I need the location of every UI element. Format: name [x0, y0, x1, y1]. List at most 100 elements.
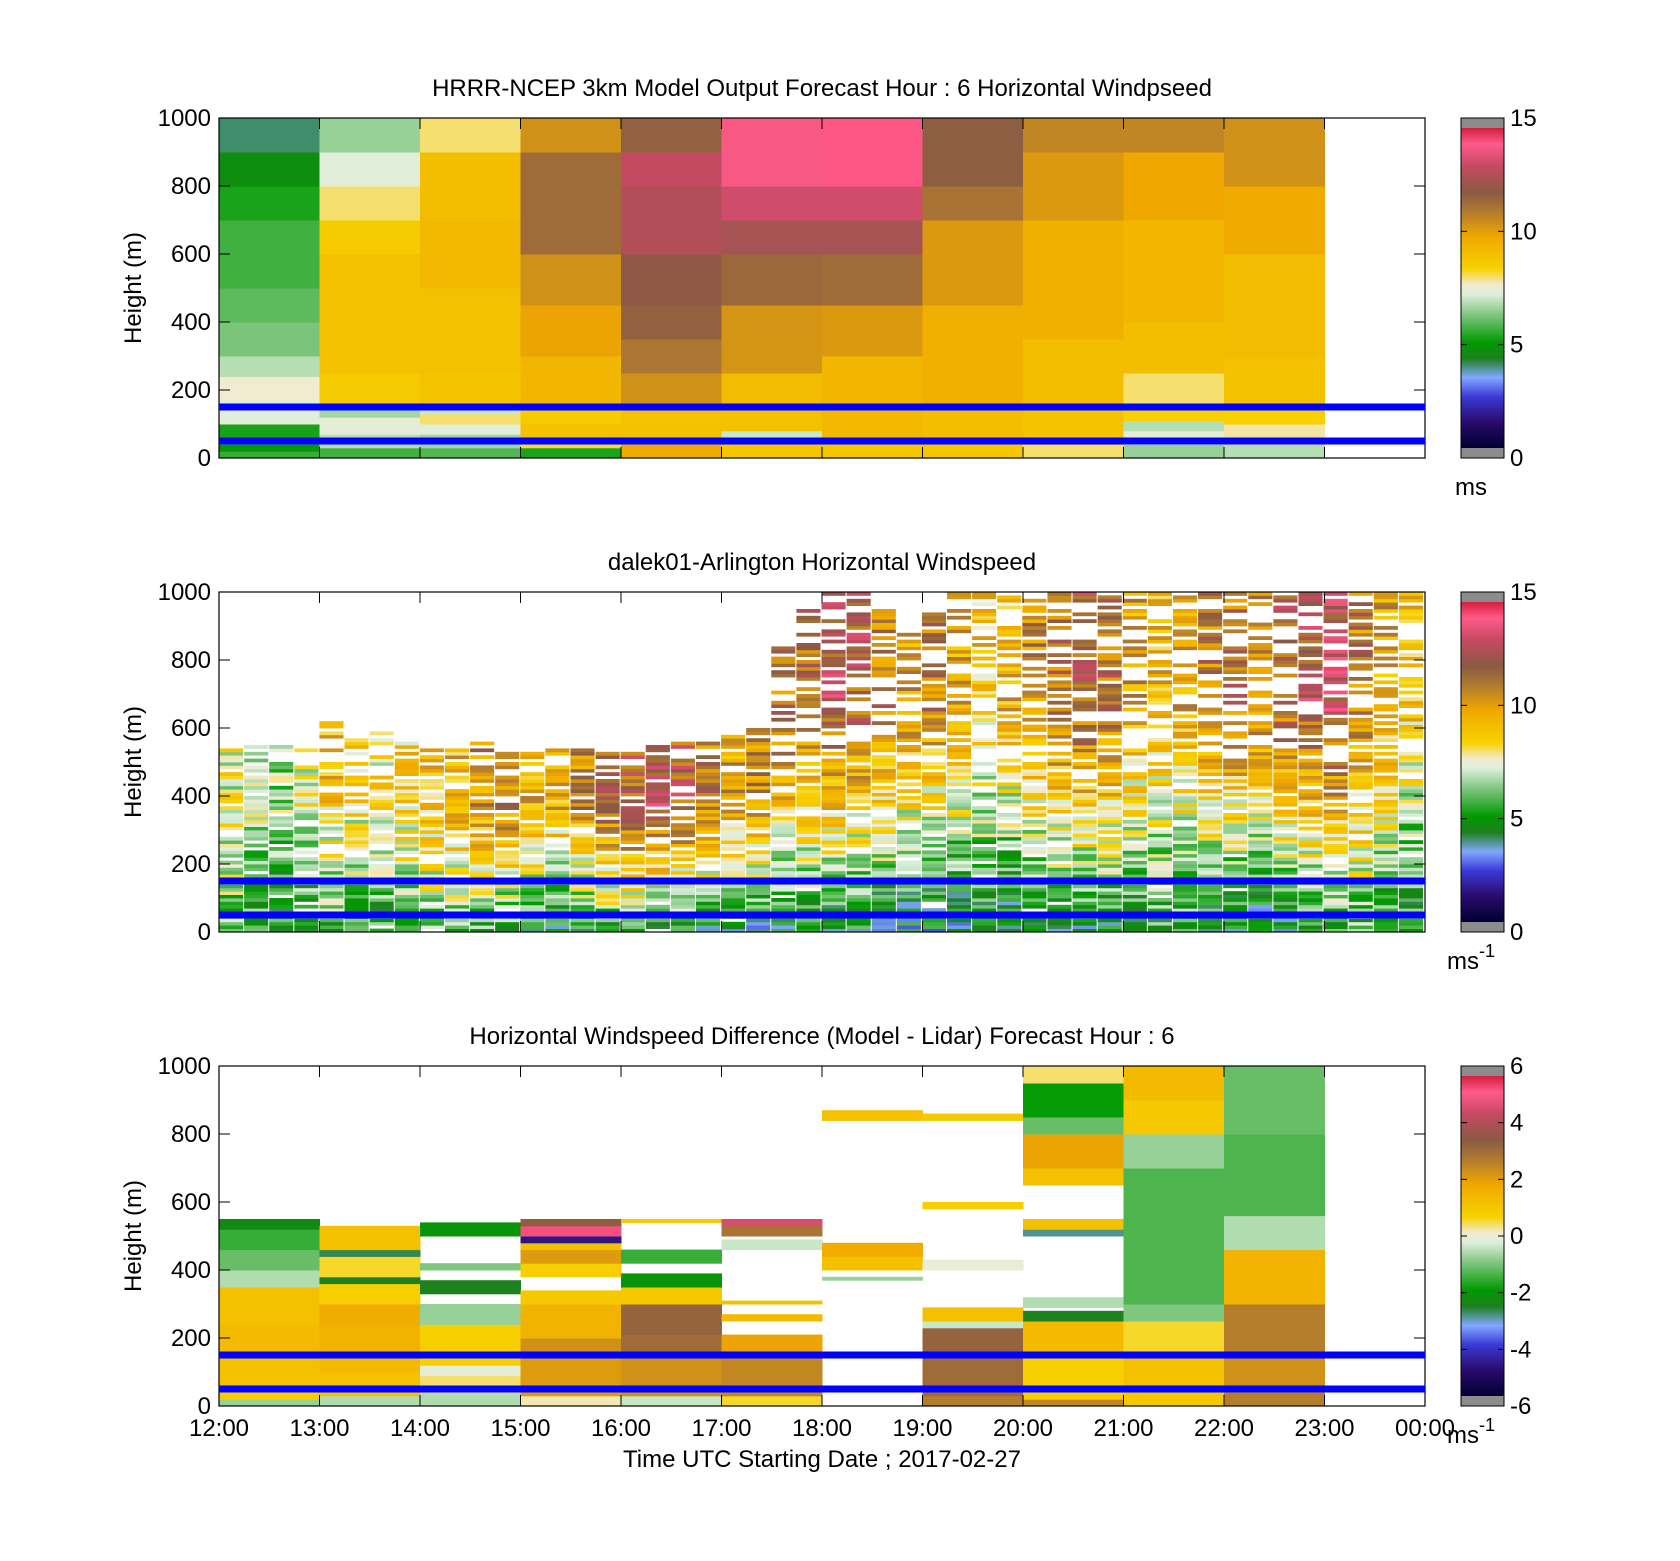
- heatmap-cell: [796, 799, 821, 804]
- heatmap-cell: [746, 925, 771, 929]
- heatmap-cell: [520, 762, 545, 766]
- heatmap-cell: [244, 809, 269, 814]
- heatmap-cell: [821, 602, 846, 606]
- heatmap-cell: [645, 792, 670, 797]
- heatmap-cell: [670, 765, 695, 770]
- heatmap-cell: [369, 904, 394, 909]
- heatmap-cell: [470, 819, 495, 824]
- heatmap-cell: [1273, 714, 1298, 719]
- heatmap-cell: [846, 612, 871, 617]
- heatmap-cell: [1298, 697, 1323, 702]
- heatmap-cell: [1223, 816, 1248, 821]
- heatmap-cell: [369, 836, 394, 841]
- heatmap-cell: [219, 1399, 320, 1407]
- heatmap-cell: [1398, 864, 1423, 868]
- heatmap-cell: [595, 806, 620, 810]
- heatmap-cell: [871, 609, 896, 613]
- heatmap-cell: [1022, 867, 1047, 872]
- heatmap-cell: [294, 891, 319, 895]
- heatmap-cell: [871, 819, 896, 824]
- heatmap-cell: [896, 643, 921, 647]
- heatmap-cell: [972, 813, 997, 817]
- heatmap-cell: [695, 840, 721, 844]
- heatmap-cell: [1097, 687, 1122, 691]
- heatmap-cell: [771, 833, 796, 838]
- heatmap-cell: [1198, 609, 1223, 613]
- heatmap-cell: [821, 789, 846, 793]
- heatmap-cell: [1147, 694, 1172, 698]
- heatmap-cell: [1122, 615, 1147, 620]
- heatmap-cell: [871, 918, 896, 923]
- heatmap-cell: [545, 751, 570, 756]
- heatmap-cell: [1298, 731, 1323, 736]
- heatmap-cell: [1248, 592, 1273, 596]
- heatmap-cell: [796, 833, 821, 838]
- heatmap-cell: [1072, 884, 1097, 889]
- heatmap-cell: [1273, 619, 1298, 623]
- heatmap-cell: [1298, 908, 1323, 912]
- heatmap-cell: [1398, 847, 1423, 851]
- heatmap-cell: [771, 670, 796, 674]
- heatmap-cell: [470, 755, 495, 759]
- heatmap-cell: [419, 816, 444, 821]
- heatmap-cell: [921, 677, 947, 681]
- heatmap-cell: [1023, 152, 1124, 221]
- heatmap-cell: [746, 898, 771, 902]
- heatmap-cell: [871, 796, 896, 800]
- heatmap-cell: [947, 694, 972, 698]
- heatmap-cell: [1198, 721, 1223, 725]
- heatmap-cell: [1072, 592, 1097, 596]
- heatmap-cell: [294, 887, 319, 892]
- heatmap-cell: [470, 775, 495, 780]
- heatmap-cell: [796, 802, 821, 807]
- heatmap-cell: [1147, 904, 1172, 909]
- heatmap-cell: [319, 186, 421, 221]
- heatmap-cell: [645, 894, 670, 899]
- heatmap-cell: [1224, 1134, 1325, 1217]
- heatmap-cell: [420, 413, 521, 425]
- heatmap-cell: [1047, 830, 1072, 834]
- heatmap-cell: [997, 802, 1022, 807]
- heatmap-cell: [821, 731, 846, 736]
- heatmap-cell: [771, 901, 796, 906]
- heatmap-cell: [570, 857, 595, 861]
- heatmap-cell: [1298, 595, 1323, 600]
- heatmap-cell: [1273, 609, 1298, 613]
- heatmap-cell: [921, 870, 947, 875]
- heatmap-cell: [846, 751, 871, 756]
- heatmap-cell: [1047, 908, 1072, 912]
- heatmap-cell: [972, 775, 997, 780]
- heatmap-cell: [1373, 836, 1398, 841]
- heatmap-cell: [1022, 847, 1047, 851]
- heatmap-cell: [1172, 598, 1198, 603]
- y-tick-label: 0: [198, 1393, 211, 1420]
- heatmap-cell: [972, 687, 997, 691]
- heatmap-cell: [369, 864, 394, 868]
- heatmap-cell: [695, 819, 721, 824]
- heatmap-cell: [821, 840, 846, 844]
- heatmap-cell: [545, 850, 570, 855]
- heatmap-cell: [570, 867, 595, 872]
- heatmap-cell: [1097, 694, 1122, 698]
- heatmap-cell: [821, 785, 846, 790]
- heatmap-cell: [821, 806, 846, 810]
- heatmap-cell: [545, 796, 570, 800]
- heatmap-cell: [394, 792, 419, 797]
- heatmap-cell: [1097, 721, 1122, 725]
- heatmap-cell: [520, 850, 545, 855]
- heatmap-cell: [1323, 775, 1348, 780]
- heatmap-cell: [1248, 721, 1273, 725]
- heatmap-cell: [997, 898, 1022, 902]
- heatmap-cell: [1223, 898, 1248, 902]
- heatmap-cell: [821, 707, 846, 712]
- heatmap-cell: [621, 305, 722, 340]
- heatmap-cell: [947, 782, 972, 787]
- heatmap-cell: [871, 901, 896, 906]
- heatmap-cell: [972, 925, 997, 929]
- heatmap-cell: [620, 813, 645, 817]
- y-tick-label: 800: [171, 173, 211, 200]
- heatmap-cell: [796, 748, 821, 753]
- heatmap-cell: [1323, 894, 1348, 899]
- heatmap-cell: [921, 728, 947, 732]
- x-tick-label: 13:00: [289, 1415, 349, 1442]
